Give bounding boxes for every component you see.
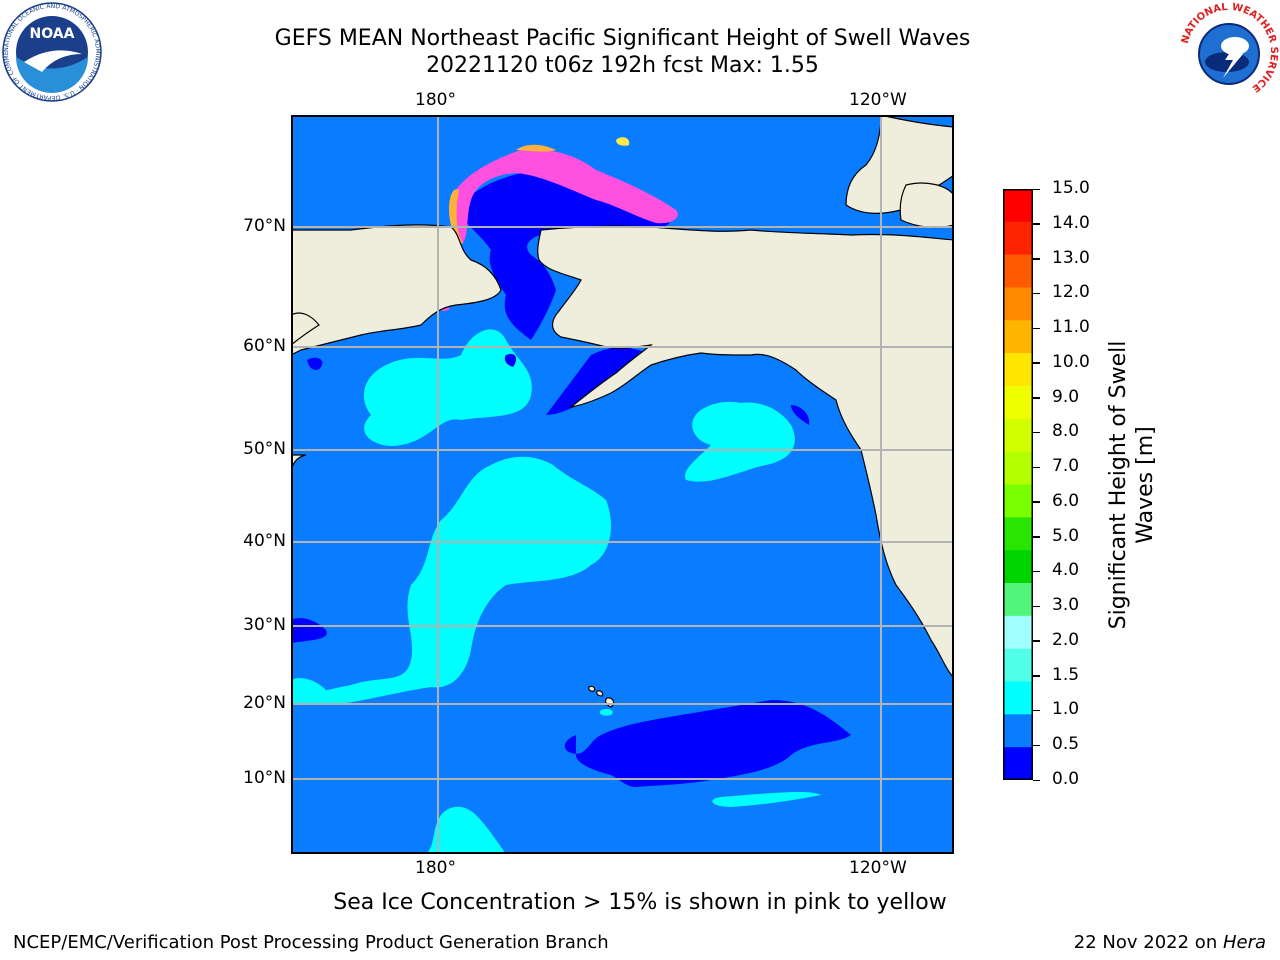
colorbar-tick-label: 12.0 xyxy=(1052,282,1090,303)
colorbar-tick-label: 1.5 xyxy=(1052,664,1080,685)
colorbar-segment xyxy=(1003,254,1033,288)
colorbar-tick xyxy=(1033,675,1040,677)
colorbar-segment xyxy=(1003,451,1033,485)
colorbar-tick xyxy=(1033,362,1040,364)
colorbar-tick-label: 8.0 xyxy=(1052,421,1080,442)
colorbar-tick-label: 11.0 xyxy=(1052,317,1090,338)
colorbar-tick-label: 2.0 xyxy=(1052,629,1080,650)
colorbar-tick-label: 0.0 xyxy=(1052,769,1080,789)
colorbar-tick xyxy=(1033,327,1040,330)
colorbar-segment xyxy=(1003,353,1033,387)
colorbar-tick xyxy=(1033,397,1040,399)
lat-label-20n: 20°N xyxy=(243,693,286,713)
colorbar-segment xyxy=(1003,287,1033,321)
colorbar-segment xyxy=(1003,189,1033,223)
colorbar-svg xyxy=(1003,189,1033,781)
colorbar-tick xyxy=(1033,536,1040,538)
colorbar-tick xyxy=(1033,258,1040,260)
colorbar-tick xyxy=(1033,640,1040,642)
lon-label-top-120w: 120°W xyxy=(849,90,907,110)
colorbar-segment xyxy=(1003,583,1033,617)
colorbar-tick xyxy=(1033,744,1040,747)
footer-date: 22 Nov 2022 on Hera xyxy=(1074,932,1266,953)
colorbar-tick-label: 9.0 xyxy=(1052,386,1080,407)
lat-label-50n: 50°N xyxy=(243,439,286,459)
colorbar-segment xyxy=(1003,484,1033,518)
noaa-logo-text: NOAA xyxy=(30,26,75,42)
colorbar-tick xyxy=(1033,188,1040,190)
lat-label-60n: 60°N xyxy=(243,336,286,356)
colorbar-tick-label: 7.0 xyxy=(1052,456,1080,477)
swell-blue-patches xyxy=(291,357,851,787)
colorbar-tick xyxy=(1033,431,1040,434)
colorbar-tick xyxy=(1033,466,1040,469)
colorbar-tick-label: 15.0 xyxy=(1052,178,1090,198)
colorbar-tick-label: 5.0 xyxy=(1052,525,1080,546)
chart-subtitle: 20221120 t06z 192h fcst Max: 1.55 xyxy=(426,53,819,78)
colorbar-title: Significant Height of Swell Waves [m] xyxy=(1105,325,1159,645)
colorbar-tick-label: 13.0 xyxy=(1052,247,1090,268)
colorbar-tick-label: 3.0 xyxy=(1052,595,1080,616)
colorbar-title-line1: Significant Height of Swell xyxy=(1106,340,1131,630)
swell-cyan-patches xyxy=(291,329,821,854)
colorbar-tick-label: 6.0 xyxy=(1052,490,1080,511)
colorbar-tick-label: 10.0 xyxy=(1052,351,1090,372)
colorbar-tick xyxy=(1033,223,1040,225)
colorbar-tick xyxy=(1033,292,1040,295)
lon-label-bottom-120w: 120°W xyxy=(849,858,907,878)
lon-label-bottom-180: 180° xyxy=(415,858,456,878)
colorbar-segment xyxy=(1003,221,1033,256)
land xyxy=(290,114,955,708)
coastal-blue-region xyxy=(460,170,670,415)
colorbar-tick-label: 0.5 xyxy=(1052,734,1080,755)
colorbar-segment xyxy=(1003,747,1033,781)
colorbar-segment xyxy=(1003,714,1033,748)
colorbar-segment xyxy=(1003,615,1033,650)
lon-label-top-180: 180° xyxy=(415,90,456,110)
lat-label-10n: 10°N xyxy=(243,768,286,788)
colorbar-tick xyxy=(1033,501,1040,503)
lat-label-30n: 30°N xyxy=(243,615,286,635)
colorbar-tick xyxy=(1033,605,1040,608)
colorbar-tick-label: 14.0 xyxy=(1052,212,1090,233)
graticule xyxy=(291,115,954,854)
footer-date-text: 22 Nov 2022 on xyxy=(1073,932,1223,953)
colorbar-frame xyxy=(1003,189,1033,780)
map-panel xyxy=(290,114,955,854)
colorbar-title-line2: Waves [m] xyxy=(1133,426,1158,544)
sea-ice-caption: Sea Ice Concentration > 15% is shown in … xyxy=(333,890,947,915)
colorbar-segment xyxy=(1003,320,1033,354)
colorbar xyxy=(1003,189,1033,781)
lat-label-40n: 40°N xyxy=(243,531,286,551)
colorbar-tick xyxy=(1033,570,1040,573)
footer-host: Hera xyxy=(1222,932,1266,953)
chart-title: GEFS MEAN Northeast Pacific Significant … xyxy=(274,26,971,51)
colorbar-segment xyxy=(1003,517,1033,551)
map-svg xyxy=(290,114,955,854)
colorbar-tick-label: 4.0 xyxy=(1052,560,1080,581)
nws-logo: NATIONAL WEATHER SERVICE xyxy=(1179,2,1279,102)
noaa-logo: NATIONAL OCEANIC AND ATMOSPHERIC ADMINIS… xyxy=(0,0,102,102)
colorbar-segment xyxy=(1003,386,1033,420)
colorbar-segment xyxy=(1003,550,1033,584)
map-frame xyxy=(291,115,954,854)
colorbar-segment xyxy=(1003,418,1033,453)
colorbar-segment xyxy=(1003,648,1033,682)
footer-credit: NCEP/EMC/Verification Post Processing Pr… xyxy=(13,932,609,953)
colorbar-segment xyxy=(1003,681,1033,715)
colorbar-tick xyxy=(1033,709,1040,712)
lat-label-70n: 70°N xyxy=(243,216,286,236)
colorbar-tick-label: 1.0 xyxy=(1052,699,1080,720)
colorbar-tick xyxy=(1033,779,1040,781)
